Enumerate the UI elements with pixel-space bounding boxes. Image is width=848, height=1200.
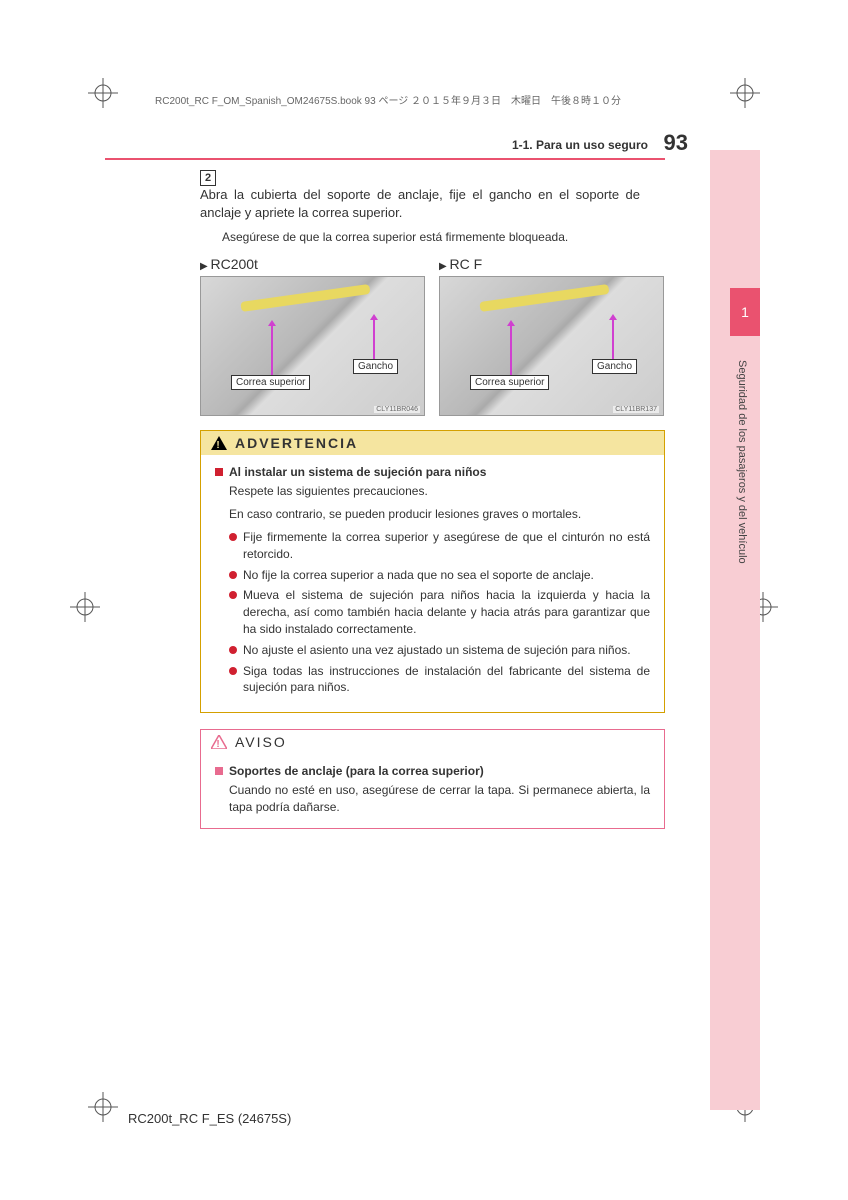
warning-item: No fije la correa superior a nada que no… <box>229 567 650 584</box>
header-rule <box>105 158 665 160</box>
warning-intro-2: En caso contrario, se pueden producir le… <box>229 506 650 523</box>
warning-subhead-text: Al instalar un sistema de sujeción para … <box>229 465 486 479</box>
section-label: 1-1. Para un uso seguro <box>512 138 648 152</box>
warning-item-text: Siga todas las instrucciones de instalac… <box>243 663 650 697</box>
strap-graphic <box>479 284 609 312</box>
strap-graphic <box>240 284 370 312</box>
notice-title: AVISO <box>235 734 287 750</box>
svg-text:!: ! <box>216 440 221 450</box>
step-number-box: 2 <box>200 170 216 186</box>
arrow-hook <box>612 319 614 359</box>
notice-subhead-text: Soportes de anclaje (para la correa supe… <box>229 764 484 778</box>
warning-intro-1: Respete las siguientes precauciones. <box>229 483 650 500</box>
label-strap: Correa superior <box>231 375 310 390</box>
step-row: 2 Abra la cubierta del soporte de anclaj… <box>200 170 665 222</box>
label-hook: Gancho <box>353 359 398 374</box>
warning-item-text: No fije la correa superior a nada que no… <box>243 567 594 584</box>
red-dot-icon <box>229 667 237 675</box>
notice-triangle-icon: ! <box>211 735 227 749</box>
notice-body: Soportes de anclaje (para la correa supe… <box>201 754 664 828</box>
red-dot-icon <box>229 591 237 599</box>
label-hook: Gancho <box>592 359 637 374</box>
warning-item: No ajuste el asiento una vez ajustado un… <box>229 642 650 659</box>
warning-header: ! ADVERTENCIA <box>201 431 664 455</box>
arrow-strap <box>510 325 512 375</box>
model-label: RC F <box>439 256 664 272</box>
model-col-rcf: RC F Correa superior Gancho CLY11BR137 <box>439 256 664 416</box>
model-col-rc200t: RC200t Correa superior Gancho CLY11BR046 <box>200 256 425 416</box>
warning-item: Mueva el sistema de sujeción para niños … <box>229 587 650 637</box>
crop-mark-tr <box>730 78 760 108</box>
footer-document-code: RC200t_RC F_ES (24675S) <box>128 1111 291 1126</box>
arrow-strap <box>271 325 273 375</box>
chapter-title-vertical: Seguridad de los pasajeros y del vehícul… <box>736 360 748 564</box>
illustration-code: CLY11BR046 <box>374 406 420 413</box>
warning-item-text: Mueva el sistema de sujeción para niños … <box>243 587 650 637</box>
arrow-hook <box>373 319 375 359</box>
svg-text:!: ! <box>216 739 221 749</box>
crop-mark-ml <box>70 592 100 622</box>
warning-item-text: No ajuste el asiento una vez ajustado un… <box>243 642 631 659</box>
red-dot-icon <box>229 571 237 579</box>
red-square-icon <box>215 468 223 476</box>
notice-text: Cuando no esté en uso, asegúrese de cerr… <box>229 782 650 816</box>
step-note: Asegúrese de que la correa superior está… <box>222 230 665 244</box>
crop-mark-bl <box>88 1092 118 1122</box>
illustration-rc200t: Correa superior Gancho CLY11BR046 <box>200 276 425 416</box>
step-text: Abra la cubierta del soporte de anclaje,… <box>200 186 640 222</box>
warning-triangle-icon: ! <box>211 436 227 450</box>
pink-square-icon <box>215 767 223 775</box>
warning-item: Fije firmemente la correa superior y ase… <box>229 529 650 563</box>
page-content: 2 Abra la cubierta del soporte de anclaj… <box>200 170 665 829</box>
notice-box: ! AVISO Soportes de anclaje (para la cor… <box>200 729 665 829</box>
warning-title: ADVERTENCIA <box>235 435 358 451</box>
warning-subhead: Al instalar un sistema de sujeción para … <box>215 465 650 479</box>
print-header-meta: RC200t_RC F_OM_Spanish_OM24675S.book 93 … <box>155 92 621 107</box>
warning-item: Siga todas las instrucciones de instalac… <box>229 663 650 697</box>
page-number: 93 <box>664 130 688 156</box>
red-dot-icon <box>229 533 237 541</box>
model-illustrations-row: RC200t Correa superior Gancho CLY11BR046… <box>200 256 665 416</box>
warning-list: Fije firmemente la correa superior y ase… <box>229 529 650 696</box>
warning-item-text: Fije firmemente la correa superior y ase… <box>243 529 650 563</box>
red-dot-icon <box>229 646 237 654</box>
illustration-rcf: Correa superior Gancho CLY11BR137 <box>439 276 664 416</box>
illustration-code: CLY11BR137 <box>613 406 659 413</box>
model-label: RC200t <box>200 256 425 272</box>
notice-header: ! AVISO <box>201 730 664 754</box>
chapter-tab: 1 <box>730 288 760 336</box>
warning-box: ! ADVERTENCIA Al instalar un sistema de … <box>200 430 665 713</box>
crop-mark-tl <box>88 78 118 108</box>
label-strap: Correa superior <box>470 375 549 390</box>
warning-body: Al instalar un sistema de sujeción para … <box>201 455 664 712</box>
notice-subhead: Soportes de anclaje (para la correa supe… <box>215 764 650 778</box>
